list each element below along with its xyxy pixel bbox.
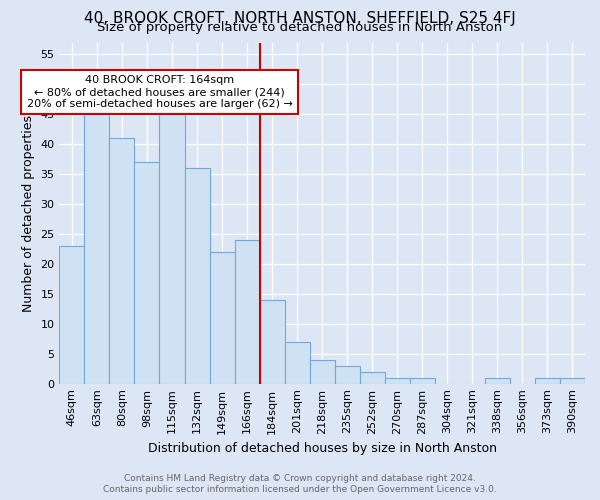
- Bar: [260, 300, 284, 384]
- Bar: [485, 378, 510, 384]
- Bar: [235, 240, 260, 384]
- Text: Contains HM Land Registry data © Crown copyright and database right 2024.
Contai: Contains HM Land Registry data © Crown c…: [103, 474, 497, 494]
- Bar: [410, 378, 435, 384]
- Bar: [209, 252, 235, 384]
- Bar: [560, 378, 585, 384]
- Text: 40, BROOK CROFT, NORTH ANSTON, SHEFFIELD, S25 4FJ: 40, BROOK CROFT, NORTH ANSTON, SHEFFIELD…: [84, 11, 516, 26]
- Bar: [284, 342, 310, 384]
- Bar: [59, 246, 85, 384]
- Bar: [134, 162, 160, 384]
- Bar: [335, 366, 360, 384]
- X-axis label: Distribution of detached houses by size in North Anston: Distribution of detached houses by size …: [148, 442, 497, 455]
- Bar: [160, 114, 185, 384]
- Bar: [185, 168, 209, 384]
- Text: Size of property relative to detached houses in North Anston: Size of property relative to detached ho…: [97, 22, 503, 35]
- Bar: [109, 138, 134, 384]
- Text: 40 BROOK CROFT: 164sqm
← 80% of detached houses are smaller (244)
20% of semi-de: 40 BROOK CROFT: 164sqm ← 80% of detached…: [26, 76, 292, 108]
- Bar: [385, 378, 410, 384]
- Bar: [360, 372, 385, 384]
- Bar: [85, 114, 109, 384]
- Y-axis label: Number of detached properties: Number of detached properties: [22, 114, 35, 312]
- Bar: [310, 360, 335, 384]
- Bar: [535, 378, 560, 384]
